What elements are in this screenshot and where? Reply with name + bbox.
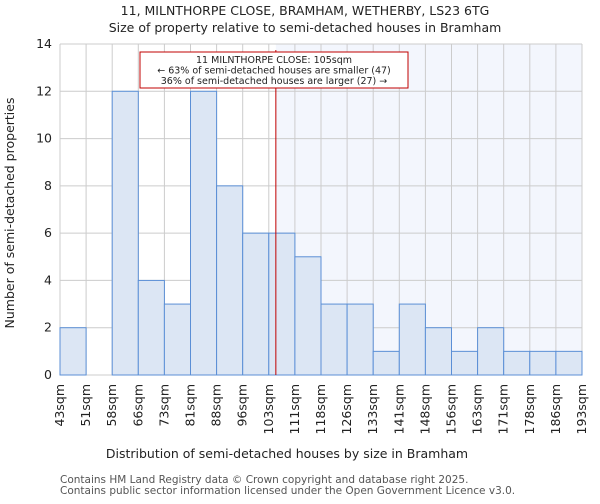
- histogram-bar: [372, 350, 400, 376]
- histogram-bar: [451, 350, 479, 376]
- annotation-line: 36% of semi-detached houses are larger (…: [161, 76, 388, 87]
- histogram-bar: [216, 185, 244, 376]
- x-tick-label: 126sqm: [339, 384, 354, 434]
- y-tick-label: 0: [44, 367, 52, 382]
- x-tick-label: 148sqm: [417, 384, 432, 434]
- x-tick-label: 103sqm: [261, 384, 276, 434]
- histogram-bar: [424, 327, 452, 376]
- y-tick-label: 14: [36, 36, 52, 51]
- annotation-line: 11 MILNTHORPE CLOSE: 105sqm: [196, 55, 352, 66]
- x-tick-label: 88sqm: [209, 384, 224, 427]
- footer-line-1: Contains HM Land Registry data © Crown c…: [60, 474, 468, 486]
- footer-line-2: Contains public sector information licen…: [60, 485, 515, 497]
- chart-title: 11, MILNTHORPE CLOSE, BRAMHAM, WETHERBY,…: [121, 3, 490, 18]
- x-tick-label: 156sqm: [444, 384, 459, 434]
- x-tick-label: 118sqm: [313, 384, 328, 434]
- histogram-bar: [268, 232, 296, 376]
- x-tick-label: 73sqm: [156, 384, 171, 427]
- histogram-bar: [320, 303, 348, 376]
- y-tick-label: 8: [44, 178, 52, 193]
- x-tick-label: 96sqm: [235, 384, 250, 427]
- x-tick-label: 58sqm: [104, 384, 119, 427]
- x-tick-label: 186sqm: [548, 384, 563, 434]
- histogram-bar: [503, 350, 531, 376]
- chart-subtitle: Size of property relative to semi-detach…: [109, 20, 502, 35]
- histogram-bar: [346, 303, 374, 376]
- x-tick-label: 133sqm: [365, 384, 380, 434]
- histogram-bar: [137, 279, 165, 376]
- x-tick-label: 81sqm: [183, 384, 198, 427]
- y-tick-label: 4: [44, 272, 52, 287]
- histogram-bar: [294, 256, 322, 376]
- x-tick-label: 111sqm: [287, 384, 302, 434]
- histogram-bar: [59, 327, 87, 376]
- histogram-bar: [190, 90, 218, 376]
- y-tick-label: 6: [44, 225, 52, 240]
- histogram-bar: [555, 350, 583, 376]
- x-tick-label: 171sqm: [496, 384, 511, 434]
- histogram-bar: [242, 232, 270, 376]
- x-tick-label: 66sqm: [130, 384, 145, 427]
- histogram-bar: [529, 350, 557, 376]
- y-tick-label: 10: [36, 131, 52, 146]
- x-tick-label: 141sqm: [391, 384, 406, 434]
- histogram-bar: [163, 303, 191, 376]
- x-tick-label: 178sqm: [522, 384, 537, 434]
- y-tick-label: 2: [44, 320, 52, 335]
- histogram-bar: [111, 90, 139, 376]
- y-axis-label: Number of semi-detached properties: [2, 98, 17, 329]
- y-tick-label: 12: [36, 83, 52, 98]
- x-tick-label: 193sqm: [574, 384, 589, 434]
- histogram-bar: [477, 327, 505, 376]
- x-tick-label: 43sqm: [52, 384, 67, 427]
- x-axis-label: Distribution of semi-detached houses by …: [106, 446, 468, 461]
- annotation-box: [139, 51, 409, 89]
- x-tick-label: 163sqm: [470, 384, 485, 434]
- x-tick-label: 51sqm: [78, 384, 93, 427]
- annotation-line: ← 63% of semi-detached houses are smalle…: [157, 66, 391, 77]
- histogram-bar: [398, 303, 426, 376]
